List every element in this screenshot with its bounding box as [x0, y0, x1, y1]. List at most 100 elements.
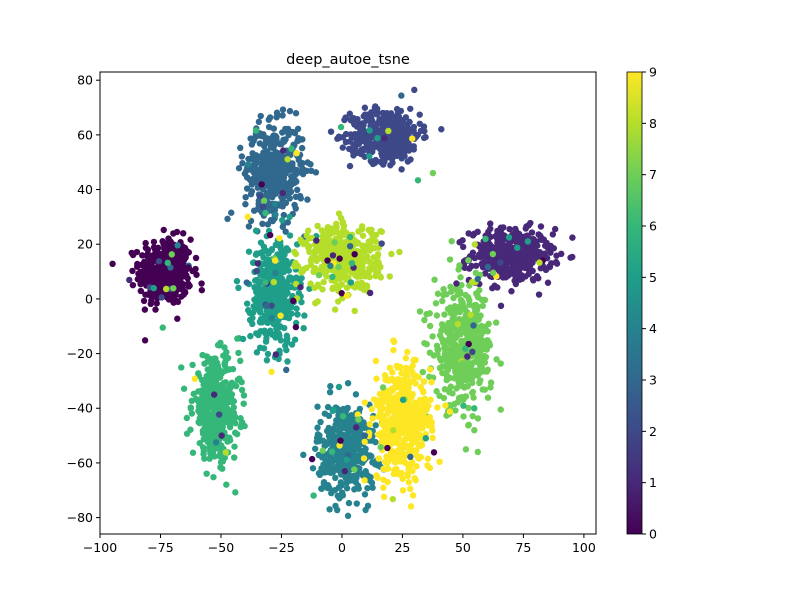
points-layer: [109, 86, 576, 520]
scatter-point: [553, 260, 561, 267]
scatter-point: [153, 293, 160, 301]
scatter-point: [216, 382, 224, 389]
scatter-point: [291, 263, 298, 270]
scatter-point: [163, 247, 171, 254]
scatter-point: [249, 320, 256, 328]
scatter-point: [388, 120, 396, 128]
scatter-point: [451, 341, 459, 348]
scatter-point: [463, 329, 471, 337]
scatter-point: [304, 196, 311, 203]
scatter-point: [259, 186, 267, 193]
scatter-point: [484, 394, 492, 401]
scatter-point: [361, 104, 369, 111]
scatter-point: [308, 455, 316, 463]
scatter-point: [499, 264, 506, 271]
scatter-point: [353, 474, 360, 481]
scatter-point: [474, 415, 482, 422]
scatter-point: [292, 280, 300, 288]
scatter-point: [129, 281, 137, 289]
scatter-point: [513, 237, 521, 245]
scatter-point: [455, 378, 463, 386]
scatter-point: [387, 455, 395, 462]
scatter-point: [187, 236, 194, 243]
scatter-point: [268, 245, 276, 253]
scatter-point: [512, 228, 520, 235]
scatter-point: [416, 308, 424, 315]
scatter-point: [292, 323, 300, 331]
scatter-point: [387, 438, 394, 446]
scatter-point: [404, 348, 411, 356]
scatter-point: [386, 364, 394, 372]
scatter-point: [184, 264, 192, 271]
scatter-point: [342, 263, 349, 271]
scatter-point: [183, 430, 191, 437]
scatter-point: [316, 471, 324, 479]
scatter-point: [349, 148, 357, 155]
scatter-point: [356, 470, 364, 477]
scatter-point: [308, 167, 315, 175]
scatter-point: [533, 273, 541, 280]
scatter-point: [159, 324, 166, 331]
scatter-point: [353, 500, 360, 507]
scatter-point: [350, 455, 358, 463]
scatter-point: [168, 251, 175, 258]
colorbar-tick-label: 9: [649, 65, 657, 80]
scatter-point: [182, 254, 189, 261]
scatter-point: [454, 320, 462, 328]
scatter-point: [475, 370, 483, 378]
scatter-point: [134, 276, 142, 283]
scatter-point: [390, 338, 398, 346]
scatter-point: [271, 200, 279, 208]
scatter-point: [233, 277, 241, 285]
scatter-point: [192, 254, 200, 262]
scatter-point: [288, 165, 296, 173]
scatter-point: [426, 349, 434, 356]
scatter-point: [291, 336, 299, 343]
scatter-point: [340, 226, 347, 233]
scatter-point: [377, 263, 384, 271]
scatter-point: [482, 353, 490, 361]
scatter-point: [334, 506, 341, 514]
scatter-point: [306, 248, 313, 256]
scatter-point: [300, 240, 307, 248]
scatter-point: [426, 310, 433, 317]
scatter-point: [170, 285, 177, 292]
scatter-point: [275, 163, 282, 170]
scatter-point: [388, 155, 396, 163]
scatter-point: [244, 213, 251, 221]
scatter-point: [351, 437, 358, 444]
scatter-point: [433, 342, 441, 349]
scatter-point: [334, 492, 341, 500]
scatter-point: [433, 312, 441, 319]
colorbar-tick-label: 6: [649, 219, 657, 234]
scatter-point: [442, 402, 449, 409]
scatter-point: [213, 366, 221, 373]
scatter-point: [407, 105, 414, 112]
scatter-point: [336, 255, 343, 262]
scatter-point: [354, 273, 361, 280]
scatter-point: [327, 262, 334, 270]
scatter-point: [414, 177, 422, 184]
scatter-point: [347, 279, 355, 286]
scatter-point: [224, 417, 232, 424]
scatter-point: [409, 362, 416, 370]
scatter-point: [474, 275, 481, 283]
scatter-point: [196, 409, 204, 417]
scatter-point: [325, 412, 333, 420]
scatter-point: [231, 429, 239, 436]
scatter-point: [199, 351, 206, 359]
scatter-point: [297, 195, 305, 202]
colorbar-tick-label: 4: [649, 321, 657, 336]
scatter-point: [249, 176, 257, 184]
scatter-point: [146, 257, 153, 264]
scatter-point: [243, 300, 251, 307]
scatter-point: [442, 363, 450, 371]
scatter-point: [288, 145, 295, 152]
scatter-point: [175, 253, 183, 260]
scatter-point: [289, 160, 296, 167]
scatter-point: [405, 421, 413, 428]
scatter-point: [453, 280, 460, 287]
scatter-point: [345, 428, 352, 436]
scatter-point: [267, 190, 274, 198]
